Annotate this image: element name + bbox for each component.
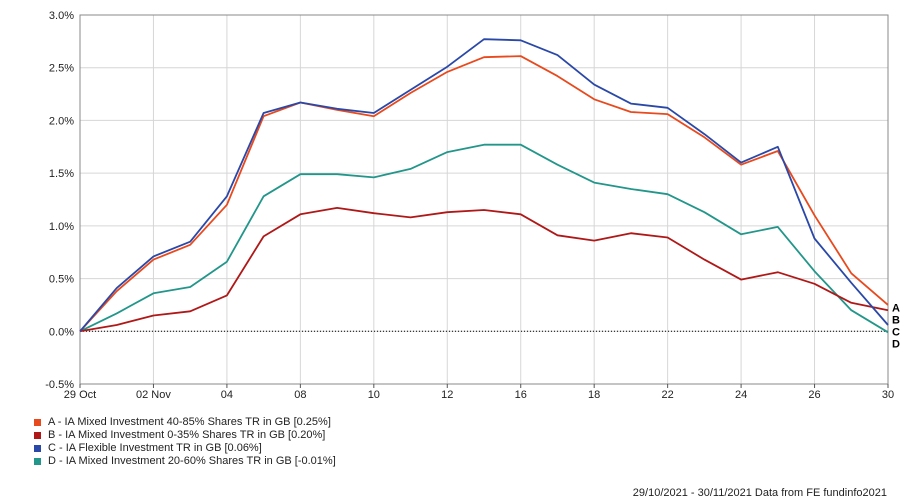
legend-label-c: C - IA Flexible Investment TR in GB [0.0…	[48, 442, 262, 454]
series-line-d	[79, 143, 889, 334]
x-tick-label: 24	[735, 389, 747, 401]
legend-label-d: D - IA Mixed Investment 20-60% Shares TR…	[48, 455, 336, 467]
legend-label-b: B - IA Mixed Investment 0-35% Shares TR …	[48, 429, 326, 441]
line-chart: -0.5% 0.0% 0.5% 1.0% 1.5% 2.0% 2.5% 3.0% 29 Oct…	[45, 10, 900, 401]
x-tick-label: 18	[588, 389, 600, 401]
x-tick-label: 10	[368, 389, 380, 401]
legend-swatch-d	[34, 458, 41, 465]
end-label-a: A	[892, 302, 900, 314]
legend-swatch-b	[34, 432, 41, 439]
x-tick-label: 26	[808, 389, 820, 401]
legend-label-a: A - IA Mixed Investment 40-85% Shares TR…	[48, 416, 331, 428]
y-tick-label: 2.5%	[49, 63, 74, 75]
end-label-b: B	[892, 314, 900, 326]
x-tick-label: 04	[221, 389, 233, 401]
end-label-d: D	[892, 338, 900, 350]
y-axis-ticks: -0.5% 0.0% 0.5% 1.0% 1.5% 2.0% 2.5% 3.0%	[45, 10, 74, 391]
y-tick-label: 2.0%	[49, 115, 74, 127]
gridlines	[79, 14, 889, 385]
legend-item-c[interactable]: C - IA Flexible Investment TR in GB [0.0…	[34, 442, 336, 455]
legend-item-b[interactable]: B - IA Mixed Investment 0-35% Shares TR …	[34, 429, 336, 442]
y-tick-label: 1.0%	[49, 221, 74, 233]
x-tick-label: 29 Oct	[64, 389, 96, 401]
footer-source: 29/10/2021 - 30/11/2021 Data from FE fun…	[632, 487, 887, 499]
x-tick-label: 02 Nov	[136, 389, 171, 401]
x-tick-label: 30	[882, 389, 894, 401]
x-tick-label: 22	[662, 389, 674, 401]
x-axis-ticks: 29 Oct 02 Nov 04 08 10 12 16 18 22 24 26 30	[64, 384, 894, 401]
y-tick-label: 0.0%	[49, 326, 74, 338]
series-line-b	[79, 206, 889, 333]
legend: A - IA Mixed Investment 40-85% Shares TR…	[34, 416, 336, 468]
series-line-a	[79, 55, 889, 332]
y-tick-label: 3.0%	[49, 10, 74, 22]
x-tick-label: 12	[441, 389, 453, 401]
y-tick-label: 1.5%	[49, 168, 74, 180]
legend-swatch-a	[34, 419, 41, 426]
end-label-c: C	[892, 326, 900, 338]
series-lines	[79, 38, 889, 334]
y-tick-label: 0.5%	[49, 274, 74, 286]
legend-swatch-c	[34, 445, 41, 452]
x-tick-label: 16	[515, 389, 527, 401]
series-line-c	[79, 38, 889, 332]
y-tick-label: -0.5%	[45, 379, 74, 391]
plot-frame	[79, 14, 889, 385]
legend-item-a[interactable]: A - IA Mixed Investment 40-85% Shares TR…	[34, 416, 336, 429]
legend-item-d[interactable]: D - IA Mixed Investment 20-60% Shares TR…	[34, 455, 336, 468]
axes	[79, 14, 889, 385]
x-tick-label: 08	[294, 389, 306, 401]
